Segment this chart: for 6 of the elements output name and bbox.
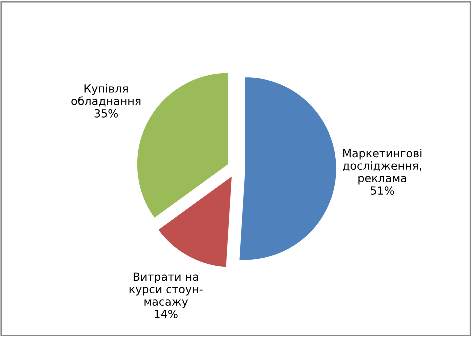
slice-label: Купівля обладнання <box>72 84 141 107</box>
data-label: 51% <box>371 186 394 195</box>
data-label: 35% <box>94 109 118 118</box>
slice-label: Витрати на курси стоун- масажу <box>130 272 203 308</box>
data-label: 14% <box>154 310 178 318</box>
slice-label: Маркетингові дослідження, реклама <box>343 149 422 185</box>
